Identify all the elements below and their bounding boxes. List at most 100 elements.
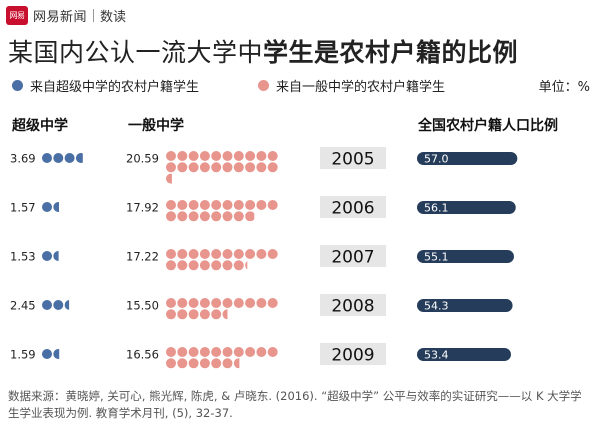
general-dot-2007-0: [166, 249, 176, 259]
rural-value-label: 53.4: [424, 349, 449, 362]
super-value-label: 1.57: [10, 201, 36, 215]
general-dot-2008-8: [256, 298, 267, 308]
general-dot-2008-3: [199, 298, 210, 308]
general-dot-2006-14: [211, 211, 222, 222]
general-dot-2008-2: [188, 298, 199, 308]
general-dot-2008-6: [233, 298, 244, 308]
legend-item-general: 来自一般中学的农村户籍学生: [258, 76, 445, 95]
general-value-label: 17.22: [126, 250, 159, 264]
legend-item-super: 来自超级中学的农村户籍学生: [12, 76, 199, 95]
general-dot-2005-17: [245, 162, 256, 173]
general-dot-2005-3: [199, 151, 210, 161]
general-value-label: 15.50: [126, 299, 159, 313]
general-dot-2008-5: [222, 298, 233, 308]
legend-label-super: 来自超级中学的农村户籍学生: [30, 80, 200, 95]
general-dot-2006-11: [177, 211, 188, 222]
year-label: 2008: [331, 297, 374, 317]
legend-label-general: 来自一般中学的农村户籍学生: [276, 80, 446, 95]
general-dot-2008-12: [188, 309, 199, 320]
general-dot-2009-8: [256, 347, 267, 357]
general-dot-2007-7: [245, 249, 256, 259]
rural-value-label: 56.1: [424, 202, 449, 215]
rural-bar: [417, 152, 518, 165]
general-dot-2006-9: [267, 200, 278, 210]
super-value-label: 1.53: [10, 250, 36, 264]
general-dot-2005-4: [211, 151, 222, 161]
general-dot-2005-0: [166, 151, 176, 161]
rural-value-label: 54.3: [424, 300, 449, 313]
general-dot-2005-13: [199, 162, 210, 173]
general-dot-2007-8: [256, 249, 267, 259]
rural-bar: [417, 299, 513, 312]
general-dot-2006-4: [211, 200, 222, 210]
general-dot-2007-10: [166, 260, 176, 271]
general-dot-2005-14: [211, 162, 222, 173]
general-dot-2009-7: [245, 347, 256, 357]
general-dot-2009-4: [211, 347, 222, 357]
general-dot-2009-10: [166, 358, 176, 369]
general-dot-2009-0: [166, 347, 176, 357]
general-dot-2007-5: [222, 249, 233, 259]
title-bold: 学生是农村户籍的比例: [263, 38, 519, 67]
general-dot-2009-9: [267, 347, 278, 357]
general-dot-2005-15: [222, 162, 233, 173]
unit-label: 单位：%: [538, 80, 590, 95]
super-dot-2007-0: [42, 251, 52, 261]
general-dot-2006-16: [233, 211, 244, 222]
general-dot-2005-19: [267, 162, 278, 173]
super-value-label: 3.69: [10, 152, 36, 166]
super-value-label: 2.45: [10, 299, 36, 313]
general-dot-2005-8: [256, 151, 267, 161]
general-dot-2008-7: [245, 298, 256, 308]
general-dot-2006-0: [166, 200, 176, 210]
source-note: 数据来源：黄晓婷, 关可心, 熊光辉, 陈虎, & 卢晓东. (2016). “…: [8, 389, 582, 420]
super-dot-2005-0: [42, 153, 52, 163]
general-dot-2008-13: [199, 309, 210, 320]
super-dot-2008-2: [64, 300, 70, 310]
general-dot-2005-11: [177, 162, 188, 173]
general-dot-2006-10: [166, 211, 176, 222]
super-dot-2009-1: [53, 349, 60, 359]
year-box: [320, 196, 386, 218]
general-dot-2009-11: [177, 358, 188, 369]
general-dot-2008-1: [177, 298, 188, 308]
column-header-super: 超级中学: [12, 118, 68, 134]
general-dot-2009-13: [199, 358, 210, 369]
general-value-label: 17.92: [126, 201, 159, 215]
title-normal: 某国内公认一流大学中: [8, 38, 264, 67]
column-header-general: 一般中学: [128, 118, 184, 134]
general-dot-2009-5: [222, 347, 233, 357]
brand-separator: [93, 8, 95, 22]
general-dot-2006-7: [245, 200, 256, 210]
year-box: [320, 294, 386, 316]
legend-dot-general-icon: [258, 80, 269, 91]
brand-sub: 数读: [100, 9, 127, 25]
general-dot-2005-10: [166, 162, 176, 173]
general-dot-2009-1: [177, 347, 188, 357]
general-dot-2006-12: [188, 211, 199, 222]
rural-value-label: 57.0: [424, 153, 449, 166]
super-value-label: 1.59: [10, 348, 36, 362]
general-dot-2007-17: [245, 261, 248, 270]
super-dot-2007-1: [53, 251, 59, 261]
general-dot-2007-6: [233, 249, 244, 259]
general-dot-2008-9: [267, 298, 278, 308]
general-dot-2008-11: [177, 309, 188, 320]
rural-bar: [417, 250, 514, 263]
general-dot-2006-5: [222, 200, 233, 210]
general-dot-2007-4: [211, 249, 222, 259]
general-dot-2009-16: [233, 358, 240, 369]
general-dot-2007-3: [199, 249, 210, 259]
year-box: [320, 147, 386, 169]
general-dot-2005-12: [188, 162, 199, 173]
rural-bar: [417, 201, 516, 214]
column-header-rural: 全国农村户籍人口比例: [418, 118, 558, 134]
general-dot-2007-16: [233, 260, 244, 271]
super-dot-2005-3: [75, 153, 83, 163]
brand-name: 网易新闻: [33, 9, 88, 25]
general-value-label: 16.56: [126, 348, 159, 362]
general-dot-2006-13: [199, 211, 210, 222]
year-label: 2009: [331, 346, 374, 366]
general-dot-2007-1: [177, 249, 188, 259]
general-dot-2006-17: [245, 211, 255, 222]
